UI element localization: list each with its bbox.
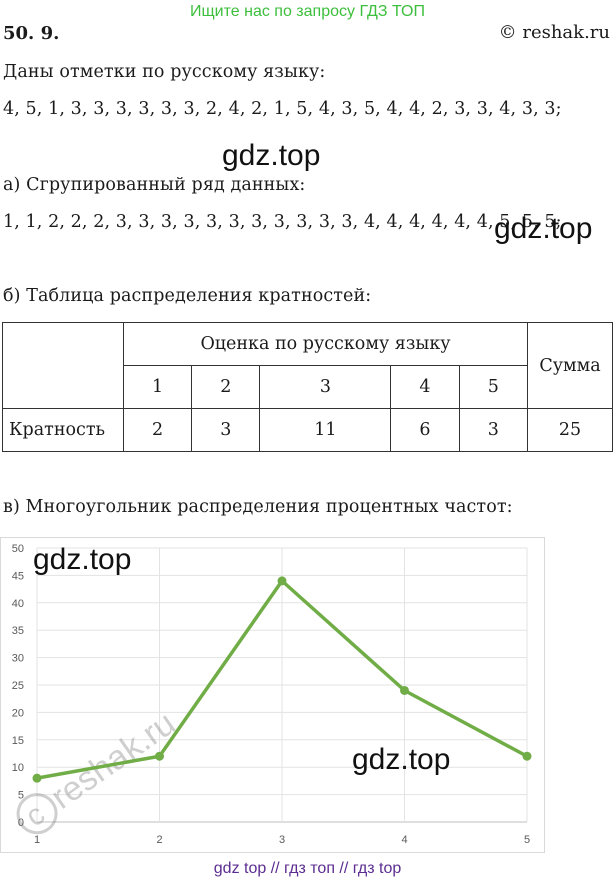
reshak-watermark: reshak.ru [44,704,182,816]
y-tick-label: 20 [12,707,24,719]
distribution-table: Оценка по русскому языку Сумма 1 2 3 4 5… [2,322,613,452]
part-b-title: б) Таблица распределения кратностей: [3,286,372,306]
data-point [277,576,287,586]
row-label: Кратность [2,408,124,452]
copyright-circle-icon [16,793,58,835]
search-banner[interactable]: Ищите нас по запросу ГДЗ ТОП [190,3,425,20]
copyright: © reshak.ru [498,22,610,43]
x-tick-label: 3 [279,834,285,846]
data-point [400,685,409,695]
y-tick-label: 30 [12,653,24,665]
count-4: 6 [390,408,460,452]
data-point [522,751,532,761]
y-tick-label: 10 [12,762,24,774]
part-c-title: в) Многоугольник распределения процентны… [3,497,513,517]
data-point [155,751,164,761]
x-tick-label: 1 [34,834,40,846]
group-header: Оценка по русскому языку [123,322,528,366]
grade-4: 4 [390,365,460,409]
x-tick-label: 4 [401,834,407,846]
y-tick-label: 45 [12,570,24,582]
grade-3: 3 [259,365,392,409]
marks-list: 4, 5, 1, 3, 3, 3, 3, 3, 3, 2, 4, 2, 1, 5… [3,99,562,119]
empty-corner-cell [2,322,124,409]
data-point [32,773,42,783]
footer-links[interactable]: gdz top // гдз топ // гдз top [213,860,402,877]
count-3: 11 [259,408,392,452]
x-tick-label: 5 [524,834,530,846]
y-tick-label: 25 [12,680,24,692]
count-2: 3 [191,408,261,452]
watermark-3: gdz.top [33,543,131,576]
watermark-1: gdz.top [222,139,321,172]
watermark-4: gdz.top [352,743,450,776]
x-tick-label: 2 [156,834,162,846]
intro-text: Даны отметки по русскому языку: [3,62,326,82]
grade-2: 2 [191,365,261,409]
exercise-number: 50. 9. [3,23,60,44]
count-5: 3 [458,408,529,452]
count-total: 25 [527,408,613,452]
grouped-series: 1, 1, 2, 2, 2, 3, 3, 3, 3, 3, 3, 3, 3, 3… [3,212,562,232]
chart-frame [0,537,545,853]
y-tick-label: 0 [18,817,24,829]
y-tick-label: 35 [12,625,24,637]
grade-1: 1 [122,365,193,409]
part-a-title: а) Сгрупированный ряд данных: [3,175,306,195]
count-1: 2 [122,408,193,452]
y-tick-label: 15 [12,735,24,747]
grade-5: 5 [458,365,529,409]
watermark-2: gdz.top [494,212,593,245]
y-tick-label: 5 [18,790,24,802]
y-tick-label: 40 [12,598,24,610]
sum-header: Сумма [527,322,613,409]
y-tick-label: 50 [12,543,24,555]
